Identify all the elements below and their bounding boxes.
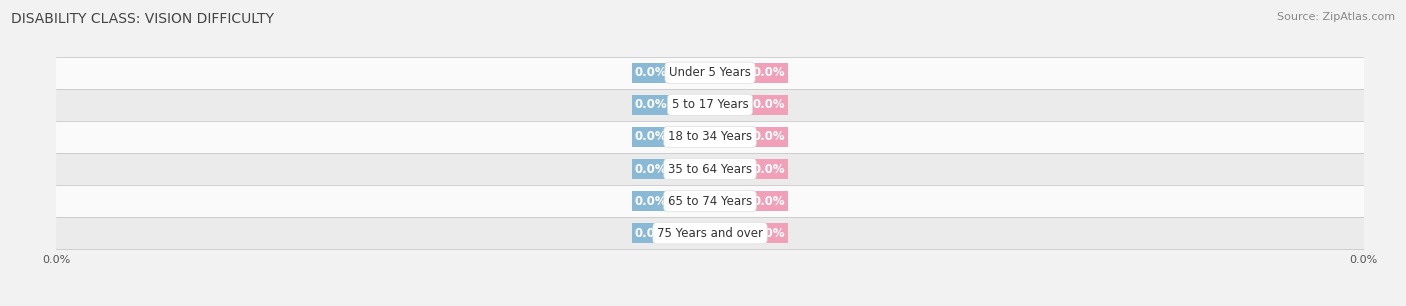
Bar — [713, 63, 789, 83]
Text: 0.0%: 0.0% — [752, 227, 785, 240]
Text: 0.0%: 0.0% — [636, 195, 668, 208]
Bar — [631, 95, 707, 115]
Bar — [56, 153, 1364, 185]
Bar — [56, 57, 1364, 89]
Text: 0.0%: 0.0% — [636, 162, 668, 176]
Bar — [56, 89, 1364, 121]
Bar — [56, 121, 1364, 153]
Bar — [631, 159, 707, 179]
Text: DISABILITY CLASS: VISION DIFFICULTY: DISABILITY CLASS: VISION DIFFICULTY — [11, 12, 274, 26]
Text: Under 5 Years: Under 5 Years — [669, 66, 751, 79]
Bar — [631, 127, 707, 147]
Text: 18 to 34 Years: 18 to 34 Years — [668, 130, 752, 144]
Text: 0.0%: 0.0% — [752, 130, 785, 144]
Text: 0.0%: 0.0% — [752, 66, 785, 79]
Bar — [713, 95, 789, 115]
Bar — [713, 159, 789, 179]
Text: 65 to 74 Years: 65 to 74 Years — [668, 195, 752, 208]
Text: 0.0%: 0.0% — [636, 227, 668, 240]
Bar — [56, 185, 1364, 217]
Bar — [56, 217, 1364, 249]
Bar — [631, 63, 707, 83]
Bar — [713, 127, 789, 147]
Bar — [713, 191, 789, 211]
Text: 75 Years and over: 75 Years and over — [657, 227, 763, 240]
Text: 0.0%: 0.0% — [636, 66, 668, 79]
Text: 5 to 17 Years: 5 to 17 Years — [672, 98, 748, 111]
Text: 0.0%: 0.0% — [752, 195, 785, 208]
Bar — [631, 223, 707, 243]
Text: Source: ZipAtlas.com: Source: ZipAtlas.com — [1277, 12, 1395, 22]
Text: 0.0%: 0.0% — [752, 98, 785, 111]
Text: 0.0%: 0.0% — [636, 98, 668, 111]
Text: 0.0%: 0.0% — [752, 162, 785, 176]
Text: 0.0%: 0.0% — [636, 130, 668, 144]
Bar — [713, 223, 789, 243]
Text: 35 to 64 Years: 35 to 64 Years — [668, 162, 752, 176]
Bar — [631, 191, 707, 211]
